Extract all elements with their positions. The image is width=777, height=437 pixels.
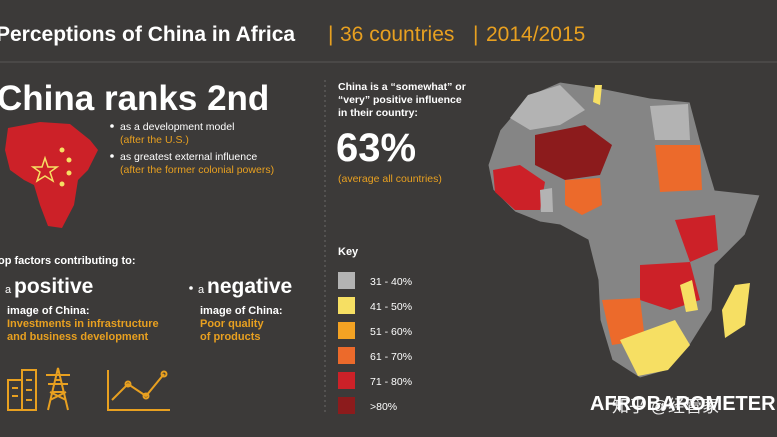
headline: China ranks 2nd bbox=[0, 79, 269, 118]
factor-detail: of products bbox=[200, 331, 261, 343]
pylon-icon bbox=[46, 367, 70, 411]
negative-word: negative bbox=[207, 275, 292, 298]
key-label: 61 - 70% bbox=[370, 351, 412, 363]
prefix: a bbox=[198, 284, 205, 296]
separator: | bbox=[328, 23, 333, 46]
key-swatch bbox=[338, 297, 355, 314]
key-swatch bbox=[338, 272, 355, 289]
key-label: 41 - 50% bbox=[370, 301, 412, 313]
star bbox=[30, 155, 60, 183]
countries: 36 countries bbox=[340, 23, 454, 46]
small-stars bbox=[59, 147, 72, 187]
rank-label: as a development model bbox=[120, 121, 234, 133]
bullet bbox=[110, 154, 114, 158]
africa-map bbox=[487, 81, 761, 379]
key: 31 - 40% 41 - 50% 51 - 60% 61 - 70% 71 - 80%… bbox=[338, 272, 412, 414]
key-label: 31 - 40% bbox=[370, 276, 412, 288]
factor-detail: Poor quality bbox=[200, 318, 264, 330]
key-title: Key bbox=[338, 246, 359, 258]
rank-label: as greatest external influence bbox=[120, 151, 257, 163]
stat-value: 63% bbox=[336, 126, 416, 170]
key-swatch bbox=[338, 372, 355, 389]
factors-heading: op factors contributing to: bbox=[0, 255, 135, 267]
key-swatch bbox=[338, 347, 355, 364]
key-swatch bbox=[338, 397, 355, 414]
key-label: >80% bbox=[370, 401, 397, 413]
watermark: 知乎 @经管家 bbox=[612, 397, 719, 416]
separator: | bbox=[473, 23, 478, 46]
bullet bbox=[189, 286, 193, 290]
building-icon bbox=[7, 369, 37, 411]
chart-icon bbox=[107, 370, 170, 411]
key-label: 51 - 60% bbox=[370, 326, 412, 338]
title: Perceptions of China in Africa bbox=[0, 23, 295, 46]
stat-intro: in their country: bbox=[338, 107, 418, 119]
prefix: a bbox=[5, 284, 12, 296]
factor-detail: Investments in infrastructure bbox=[7, 318, 159, 330]
factor-label: image of China: bbox=[7, 305, 90, 317]
rank-note: (after the U.S.) bbox=[120, 134, 189, 146]
factor-label: image of China: bbox=[200, 305, 283, 317]
factor-detail: and business development bbox=[7, 331, 149, 343]
positive-word: positive bbox=[14, 275, 93, 298]
stat-note: (average all countries) bbox=[338, 173, 442, 185]
rank-note: (after the former colonial powers) bbox=[120, 164, 274, 176]
period: 2014/2015 bbox=[486, 23, 585, 46]
stat-intro: “very” positive influence bbox=[338, 94, 462, 106]
stat-intro: China is a “somewhat” or bbox=[338, 81, 466, 93]
key-label: 71 - 80% bbox=[370, 376, 412, 388]
key-swatch bbox=[338, 322, 355, 339]
brand: AFROBAROMETER bbox=[590, 393, 776, 415]
bullet bbox=[110, 124, 114, 128]
